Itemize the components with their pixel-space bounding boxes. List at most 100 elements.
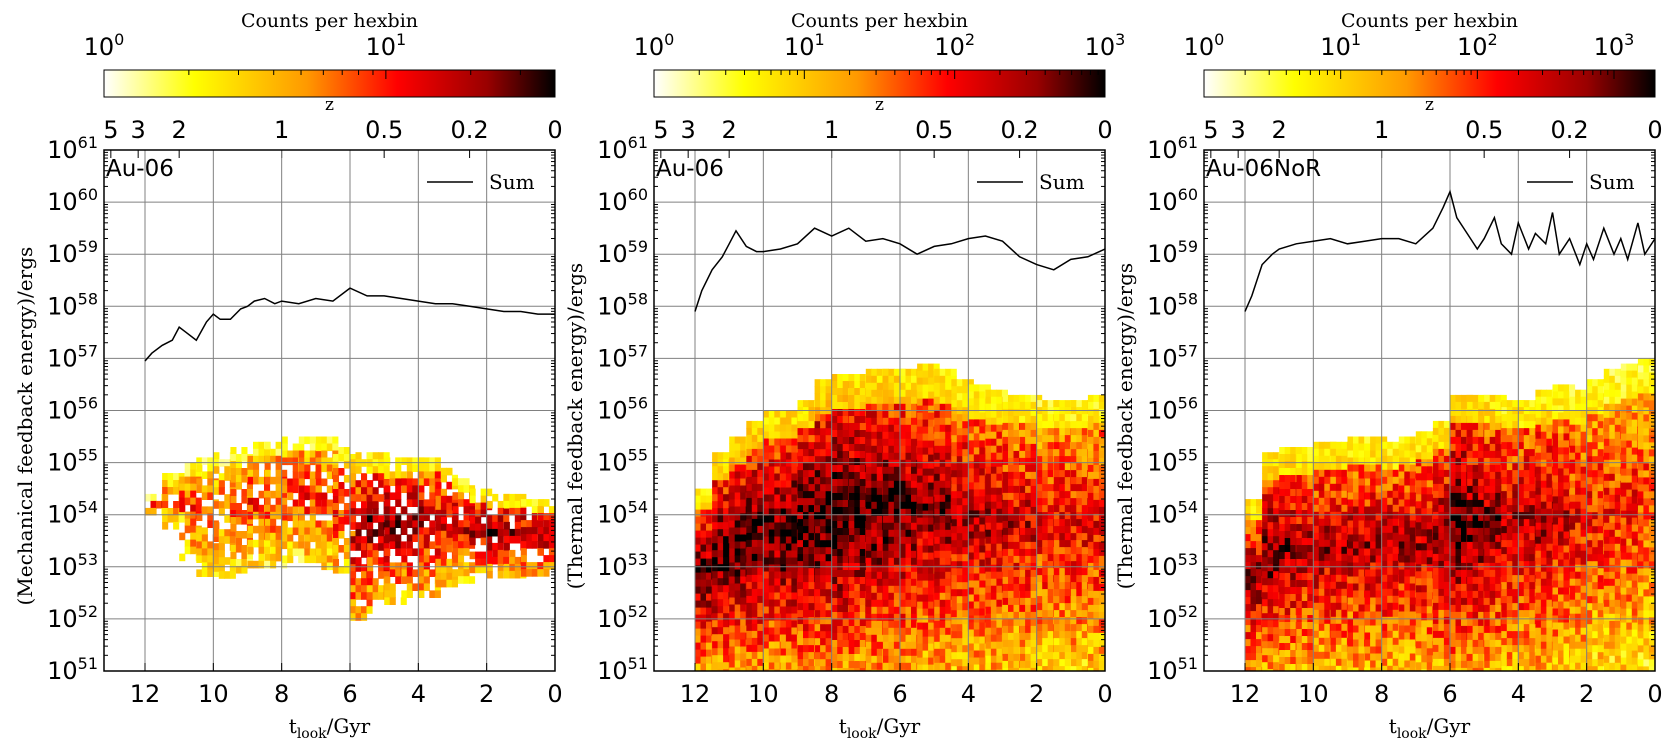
hexbin-cell: [831, 500, 838, 508]
hexbin-cell: [876, 501, 883, 510]
hexbin-cell: [831, 444, 838, 452]
hexbin-cell: [968, 412, 975, 420]
hexbin-cell: [956, 624, 963, 632]
hexbin-cell: [848, 416, 855, 424]
hexbin-cell: [235, 559, 242, 567]
hexbin-cell: [967, 379, 974, 387]
hexbin-cell: [882, 627, 889, 636]
hexbin-cell: [1053, 638, 1060, 646]
hexbin-cell: [837, 493, 844, 501]
hexbin-cell: [968, 398, 975, 406]
hexbin-cell: [859, 549, 866, 557]
hexbin-cell: [922, 468, 929, 477]
hexbin-cell: [355, 585, 362, 593]
hexbin-cell: [201, 492, 208, 500]
hexbin-cell: [1059, 421, 1066, 429]
hexbin-cell: [968, 657, 975, 666]
hexbin-cell: [526, 541, 533, 549]
hexbin-cell: [905, 536, 912, 545]
hexbin-cell: [893, 641, 900, 650]
hexbin-cell: [979, 419, 986, 427]
hexbin-cell: [1002, 527, 1009, 536]
hexbin-cell: [933, 363, 940, 372]
hexbin-cell: [928, 468, 935, 477]
hexbin-cell: [1053, 582, 1060, 590]
hexbin-cell: [1064, 400, 1071, 408]
hexbin-cell: [321, 443, 328, 452]
hexbin-cell: [458, 485, 465, 493]
hexbin-cell: [990, 466, 997, 475]
hexbin-cell: [825, 463, 832, 471]
hexbin-cell: [281, 497, 288, 506]
hexbin-cell: [486, 488, 493, 497]
hexbin-cell: [979, 531, 986, 540]
hexbin-cell: [757, 581, 764, 590]
hexbin-cell: [1070, 575, 1077, 583]
hexbin-cell: [917, 608, 924, 617]
hexbin-cell: [184, 539, 191, 548]
hexbin-cell: [922, 559, 929, 568]
hexbin-cell: [1036, 547, 1043, 555]
hexbin-cell: [350, 494, 357, 502]
hexbin-cell: [509, 507, 516, 516]
hexbin-cell: [763, 648, 770, 657]
hexbin-cell: [1013, 611, 1020, 620]
hexbin-cell: [882, 410, 889, 419]
hexbin-cell: [429, 464, 436, 472]
hexbin-cell: [837, 661, 844, 669]
hexbin-cell: [842, 542, 849, 550]
hexbin-cell: [763, 571, 770, 580]
hexbin-cell: [774, 606, 781, 615]
hexbin-cell: [218, 571, 225, 579]
hexbin-cell: [321, 534, 328, 543]
hexbin-cell: [888, 620, 895, 629]
hexbin-cell: [1059, 603, 1066, 611]
hexbin-cell: [785, 543, 792, 552]
hexbin-cell: [768, 578, 775, 587]
hexbin-cell: [865, 368, 872, 377]
hexbin-cell: [911, 466, 918, 475]
hexbin-cell: [326, 534, 333, 543]
hexbin-cell: [338, 510, 345, 518]
hexbin-cell: [746, 567, 753, 576]
x-tick-label: 0: [547, 680, 562, 708]
hexbin-cell: [1008, 639, 1015, 648]
hexbin-cell: [893, 585, 900, 594]
hexbin-cell: [446, 537, 453, 546]
hexbin-cell: [435, 509, 442, 518]
hexbin-cell: [911, 368, 918, 377]
hexbin-cell: [463, 548, 470, 556]
panel-label: Au-06: [106, 156, 174, 182]
hexbin-cell: [463, 506, 470, 514]
hexbin-cell: [1036, 400, 1043, 408]
hexbin-cell: [446, 523, 453, 532]
hexbin-cell: [791, 466, 798, 475]
hexbin-cell: [332, 443, 339, 452]
hexbin-cell: [1053, 435, 1060, 443]
hexbin-cell: [882, 368, 889, 377]
hexbin-cell: [917, 447, 924, 456]
hexbin-cell: [281, 443, 288, 452]
hexbin-cell: [537, 548, 544, 556]
hexbin-cell: [985, 613, 992, 622]
hexbin-cell: [717, 536, 724, 544]
hexbin-cell: [791, 578, 798, 587]
hexbin-cell: [548, 506, 555, 514]
hexbin-cell: [865, 417, 872, 426]
hexbin-cell: [712, 501, 719, 509]
hexbin-cell: [1002, 450, 1009, 459]
hexbin-cell: [911, 662, 918, 671]
legend-label: Sum: [489, 170, 535, 194]
hexbin-cell: [695, 537, 702, 546]
hexbin-cell: [934, 606, 941, 615]
hexbin-cell: [1036, 659, 1043, 667]
hexbin-cell: [275, 490, 282, 499]
hexbin-cell: [848, 521, 855, 529]
hexbin-cell: [213, 564, 220, 572]
hexbin-cell: [928, 419, 935, 428]
hexbin-cell: [435, 495, 442, 504]
hexbin-cell: [389, 471, 396, 479]
hexbin-cell: [1053, 519, 1060, 527]
hexbin-cell: [854, 626, 861, 634]
hexbin-cell: [343, 545, 350, 553]
